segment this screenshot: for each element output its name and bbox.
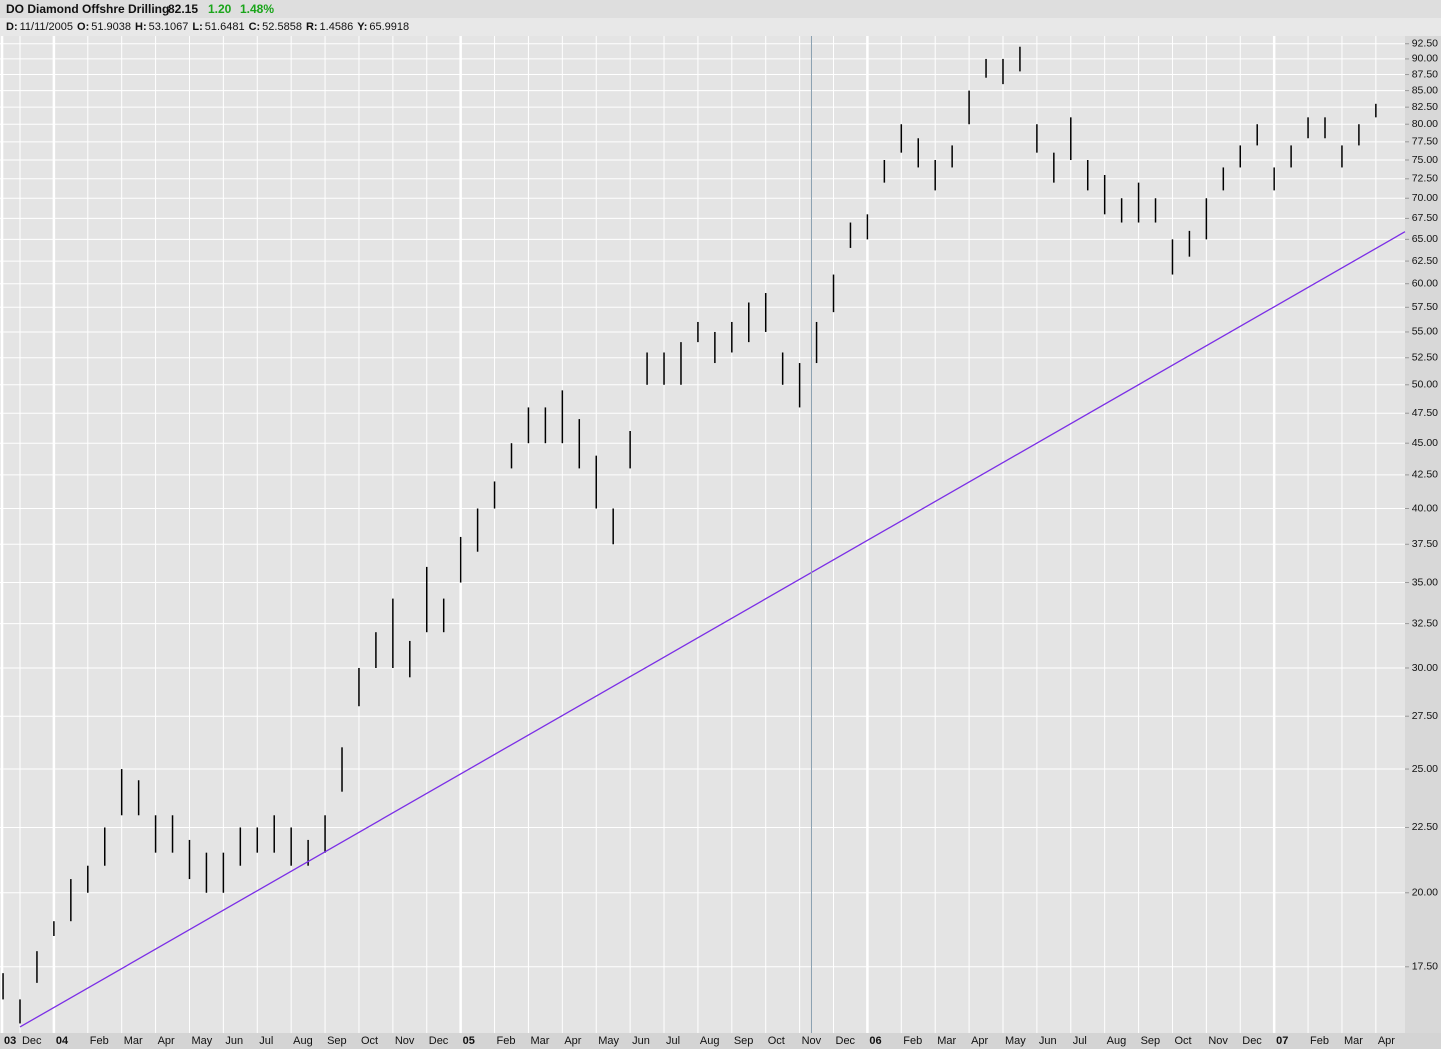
info-value: 52.5858: [262, 21, 302, 33]
y-tick-label: 92.50: [1412, 38, 1438, 50]
y-tick-label: 52.50: [1412, 352, 1438, 364]
x-tick-label: Jul: [1073, 1035, 1087, 1047]
x-tick-label: Aug: [700, 1035, 720, 1047]
info-label: D:: [6, 21, 18, 33]
grid: [0, 36, 1405, 1033]
axis-area: [1405, 36, 1441, 1033]
info-value: 51.9038: [91, 21, 131, 33]
y-tick-label: 22.50: [1412, 821, 1438, 833]
x-tick-label: Feb: [90, 1035, 109, 1047]
y-tick-label: 20.00: [1412, 887, 1438, 899]
x-tick-label: Dec: [22, 1035, 42, 1047]
y-tick-label: 70.00: [1412, 192, 1438, 204]
change: 1.20: [208, 2, 232, 16]
info-label: H:: [135, 21, 147, 33]
y-tick-label: 82.50: [1412, 101, 1438, 113]
x-tick-label: Dec: [836, 1035, 856, 1047]
header-bar: [0, 0, 1441, 18]
y-tick-label: 45.00: [1412, 437, 1438, 449]
y-tick-label: 30.00: [1412, 662, 1438, 674]
y-tick-label: 17.50: [1412, 961, 1438, 973]
x-tick-label: 07: [1276, 1035, 1288, 1047]
y-tick-label: 75.00: [1412, 154, 1438, 166]
x-tick-label: Dec: [429, 1035, 449, 1047]
info-value: 11/11/2005: [20, 21, 73, 33]
info-label: O:: [77, 21, 89, 33]
info-value: 51.6481: [205, 21, 245, 33]
x-tick-label: Apr: [1378, 1035, 1395, 1047]
info-label: R:: [306, 21, 318, 33]
y-tick-label: 40.00: [1412, 502, 1438, 514]
y-tick-label: 62.50: [1412, 255, 1438, 267]
x-tick-label: Oct: [1174, 1035, 1191, 1047]
info-value: 53.1067: [149, 21, 189, 33]
symbol: DO Diamond Offshre Drilling: [6, 2, 169, 16]
x-tick-label: 06: [869, 1035, 881, 1047]
x-tick-label: Feb: [903, 1035, 922, 1047]
x-tick-label: Aug: [293, 1035, 313, 1047]
y-tick-label: 87.50: [1412, 68, 1438, 80]
x-tick-label: Aug: [1107, 1035, 1127, 1047]
x-tick-label: Mar: [530, 1035, 549, 1047]
info-value: 1.4586: [320, 21, 354, 33]
y-tick-label: 57.50: [1412, 301, 1438, 313]
x-tick-label: Nov: [1208, 1035, 1228, 1047]
x-tick-label: Feb: [1310, 1035, 1329, 1047]
y-tick-label: 42.50: [1412, 469, 1438, 481]
x-tick-label: Apr: [564, 1035, 581, 1047]
y-tick-label: 37.50: [1412, 538, 1438, 550]
info-label: C:: [249, 21, 261, 33]
x-tick-label: 05: [463, 1035, 475, 1047]
info-value: 65.9918: [369, 21, 409, 33]
y-tick-label: 77.50: [1412, 136, 1438, 148]
y-tick-label: 35.00: [1412, 576, 1438, 588]
y-tick-label: 65.00: [1412, 233, 1438, 245]
x-tick-label: Jul: [259, 1035, 273, 1047]
y-tick-label: 85.00: [1412, 84, 1438, 96]
x-tick-label: Jun: [1039, 1035, 1057, 1047]
x-tick-label: Nov: [395, 1035, 415, 1047]
x-tick-label: Apr: [158, 1035, 175, 1047]
y-tick-label: 50.00: [1412, 379, 1438, 391]
x-tick-label: Jun: [225, 1035, 243, 1047]
x-tick-label: May: [598, 1035, 619, 1047]
info-label: Y:: [357, 21, 367, 33]
x-tick-label: 04: [56, 1035, 69, 1047]
x-tick-label: Nov: [802, 1035, 822, 1047]
y-tick-label: 72.50: [1412, 173, 1438, 185]
y-tick-label: 80.00: [1412, 118, 1438, 130]
y-tick-label: 60.00: [1412, 277, 1438, 289]
y-tick-label: 25.00: [1412, 763, 1438, 775]
x-tick-label: Sep: [327, 1035, 347, 1047]
x-tick-label: Jul: [666, 1035, 680, 1047]
info-line: D: 11/11/2005 O: 51.9038 H: 53.1067 L: 51.6481 C…: [6, 21, 409, 33]
price: 82.15: [168, 2, 198, 16]
x-tick-label: Oct: [768, 1035, 785, 1047]
x-tick-label: Mar: [124, 1035, 143, 1047]
y-tick-label: 55.00: [1412, 326, 1438, 338]
change-pct: 1.48%: [240, 2, 274, 16]
x-tick-label: Jun: [632, 1035, 650, 1047]
x-tick-label: May: [1005, 1035, 1026, 1047]
x-tick-label: Sep: [1141, 1035, 1161, 1047]
x-tick-label: Oct: [361, 1035, 378, 1047]
x-tick-label: Mar: [1344, 1035, 1363, 1047]
x-tick-label: 03: [4, 1035, 16, 1047]
x-tick-label: Mar: [937, 1035, 956, 1047]
x-tick-label: Feb: [497, 1035, 516, 1047]
x-tick-label: Sep: [734, 1035, 754, 1047]
info-bar: [0, 18, 1441, 36]
y-tick-label: 47.50: [1412, 407, 1438, 419]
y-tick-label: 27.50: [1412, 710, 1438, 722]
plot-area: [0, 36, 1405, 1033]
y-tick-label: 32.50: [1412, 617, 1438, 629]
trend-line: [19, 231, 1406, 1028]
x-tick-label: Dec: [1242, 1035, 1262, 1047]
y-tick-label: 67.50: [1412, 212, 1438, 224]
info-label: L:: [192, 21, 202, 33]
x-tick-label: Apr: [971, 1035, 988, 1047]
x-tick-label: May: [191, 1035, 212, 1047]
y-tick-label: 90.00: [1412, 53, 1438, 65]
